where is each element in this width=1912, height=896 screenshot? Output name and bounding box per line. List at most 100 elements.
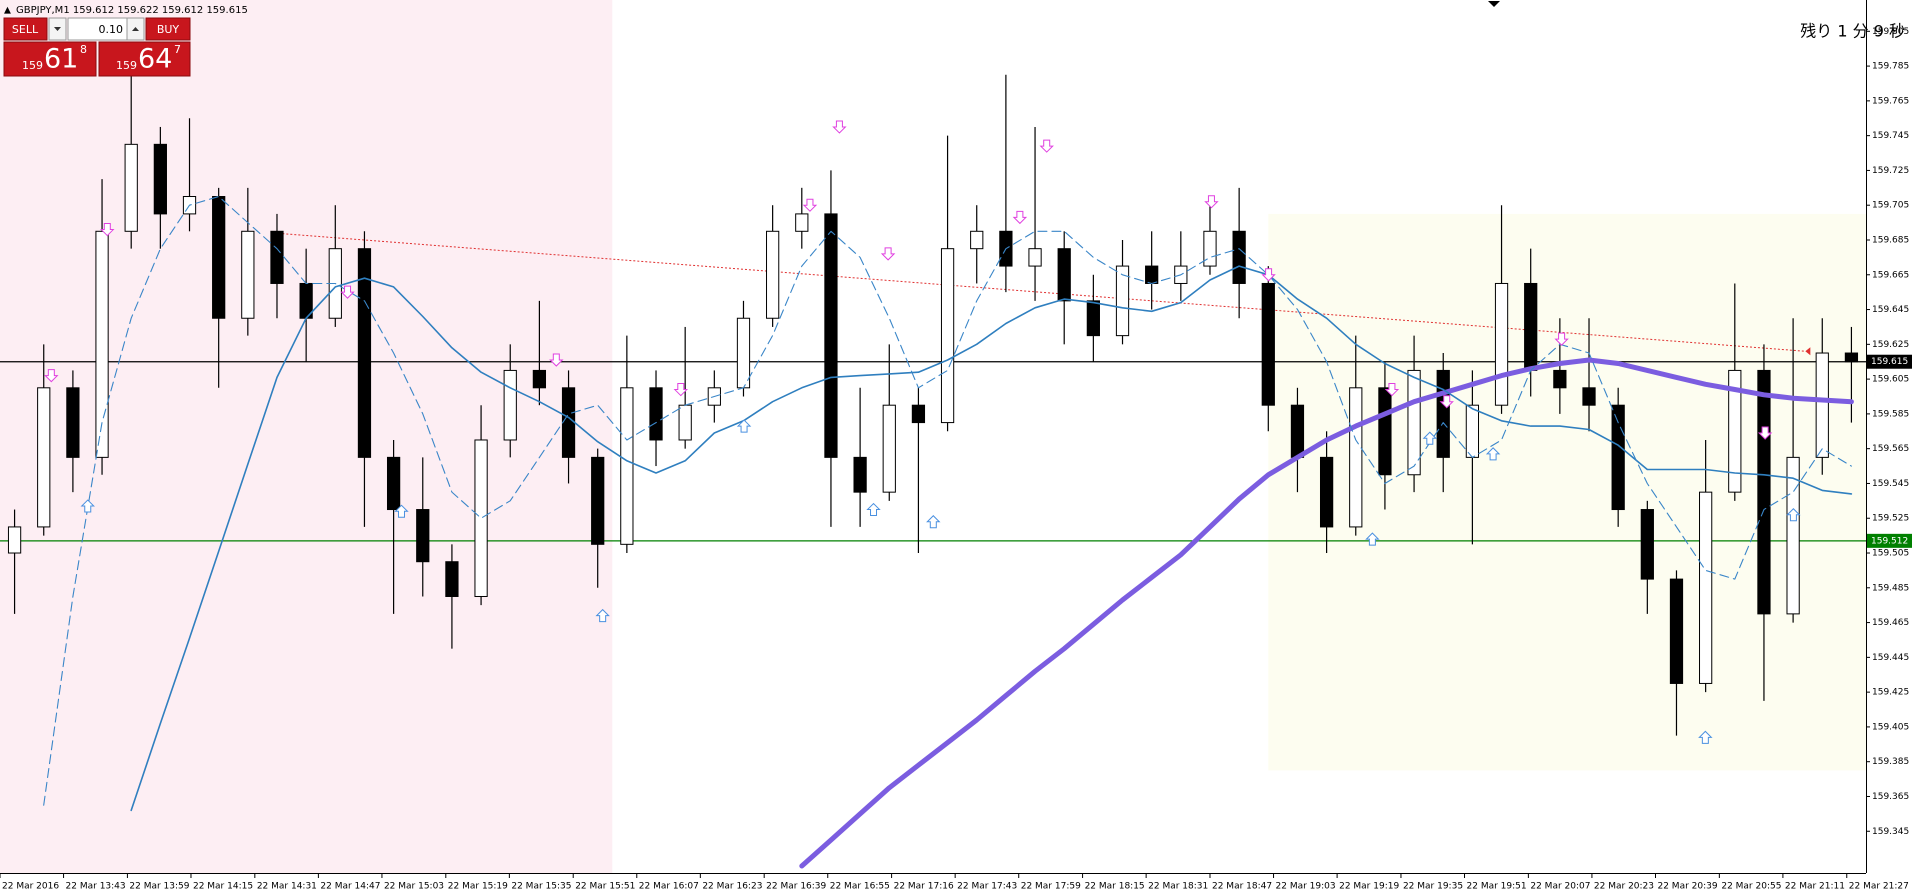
candle-body xyxy=(649,387,663,441)
signal-arrow xyxy=(394,504,409,518)
x-tick-label: 22 Mar 21:11 xyxy=(1785,882,1845,892)
signal-arrow xyxy=(1439,395,1454,409)
buy-label: BUY xyxy=(157,23,180,36)
buy-price-main: 64 xyxy=(138,44,172,75)
candle-body xyxy=(1319,456,1334,528)
overlay: ▲ GBPJPY,M1 159.612 159.622 159.612 159.… xyxy=(3,1,1905,77)
candle-body xyxy=(1290,404,1305,458)
candle-body xyxy=(911,404,926,424)
x-tick-label: 22 Mar 14:15 xyxy=(193,882,253,892)
signal-arrow xyxy=(1012,210,1028,225)
candle-body xyxy=(474,439,488,597)
signal-arrow xyxy=(595,608,610,623)
buy-price-big: 159 xyxy=(116,59,137,72)
plot-content xyxy=(0,0,1866,873)
candle-body xyxy=(1465,404,1480,458)
candle-body xyxy=(1611,404,1625,511)
x-tick-label: 22 Mar 19:19 xyxy=(1339,882,1399,892)
y-tick-label: 159.405 xyxy=(1872,722,1909,732)
lot-value: 0.10 xyxy=(99,23,124,36)
candle-body xyxy=(970,230,984,250)
candle-body xyxy=(1378,387,1392,476)
trendline-end xyxy=(1805,347,1811,356)
y-tick-label: 159.465 xyxy=(1872,618,1909,628)
candle-body xyxy=(503,369,517,441)
x-tick-label: 22 Mar 15:51 xyxy=(575,882,635,892)
signal-arrow xyxy=(549,353,564,367)
candle-body xyxy=(678,404,692,441)
signal-arrow xyxy=(1757,426,1773,440)
x-tick-label: 22 Mar 14:31 xyxy=(257,882,317,892)
y-tick-label: 159.625 xyxy=(1872,340,1909,350)
x-tick-label: 22 Mar 15:35 xyxy=(511,882,571,892)
symbol-info: GBPJPY,M1 159.612 159.622 159.612 159.61… xyxy=(16,5,248,16)
signal-arrow xyxy=(1485,447,1501,461)
y-tick-label: 159.425 xyxy=(1872,688,1909,698)
y-tick-label: 159.365 xyxy=(1872,792,1909,802)
signal-arrow xyxy=(1384,383,1400,397)
x-tick-label: 22 Mar 16:55 xyxy=(830,882,890,892)
candle-body xyxy=(386,456,401,511)
candle-body xyxy=(270,230,284,284)
x-tick-label: 22 Mar 20:55 xyxy=(1721,882,1781,892)
y-tick-label: 159.605 xyxy=(1872,375,1909,385)
session-zone xyxy=(0,0,613,873)
candle-body xyxy=(1553,369,1567,389)
signal-arrow xyxy=(1261,268,1276,282)
candle-body xyxy=(591,456,605,545)
x-tick-label: 22 Mar 20:39 xyxy=(1657,882,1717,892)
symbol-icon: ▲ xyxy=(4,6,11,16)
candle-body xyxy=(1436,369,1450,458)
y-tick-label: 159.685 xyxy=(1872,235,1909,245)
candle-body xyxy=(1640,509,1654,580)
candle-body xyxy=(940,248,955,424)
y-tick-label: 159.445 xyxy=(1872,653,1909,663)
signal-arrow xyxy=(1204,195,1219,209)
y-tick-label: 159.525 xyxy=(1872,514,1909,524)
y-tick-label: 159.385 xyxy=(1872,757,1909,767)
buy-button[interactable] xyxy=(145,17,191,41)
candle-body xyxy=(1757,369,1771,615)
buy-price-pip: 7 xyxy=(174,43,181,56)
candle-body xyxy=(241,230,255,319)
x-tick-label: 22 Mar 20:23 xyxy=(1594,882,1654,892)
signal-arrow xyxy=(673,383,689,397)
x-tick-label: 22 Mar 17:16 xyxy=(894,882,954,892)
x-tick-label: 22 Mar 13:59 xyxy=(129,882,189,892)
signal-arrow xyxy=(44,369,59,383)
sell-button[interactable] xyxy=(3,17,48,41)
signal-arrow xyxy=(1786,508,1801,522)
sell-price-box[interactable] xyxy=(3,41,97,77)
candle-body xyxy=(1728,369,1742,493)
price-label-box xyxy=(1867,354,1912,369)
candle-body xyxy=(620,387,634,545)
lot-down-icon xyxy=(54,27,61,31)
x-tick-label: 22 Mar 14:47 xyxy=(320,882,380,892)
x-tick-label: 22 Mar 20:07 xyxy=(1530,882,1590,892)
candle-body xyxy=(1844,352,1859,363)
candle-body xyxy=(1145,265,1159,284)
signal-arrow xyxy=(1365,532,1380,546)
candle-body xyxy=(37,387,51,528)
candle-body xyxy=(1028,248,1042,267)
x-tick-label: 22 Mar 18:15 xyxy=(1085,882,1145,892)
candle-body xyxy=(416,509,430,563)
y-tick-label: 159.705 xyxy=(1872,201,1909,211)
buy-price-box[interactable] xyxy=(98,41,191,77)
signal-arrow xyxy=(1554,332,1569,346)
sell-label: SELL xyxy=(12,23,39,36)
signal-arrow xyxy=(866,502,881,517)
lot-up-icon xyxy=(132,27,139,31)
countdown: 残り 1 分 9 秒 xyxy=(1800,22,1905,41)
sell-price-pip: 8 xyxy=(80,43,87,56)
candle-body xyxy=(357,248,372,458)
candle-body xyxy=(212,196,226,319)
y-tick-label: 159.505 xyxy=(1872,549,1909,559)
candle-body xyxy=(7,526,22,554)
y-tick-label: 159.485 xyxy=(1872,583,1909,593)
y-tick-label: 159.645 xyxy=(1872,305,1909,315)
candle-body xyxy=(66,387,80,458)
signal-arrow xyxy=(1422,431,1438,445)
